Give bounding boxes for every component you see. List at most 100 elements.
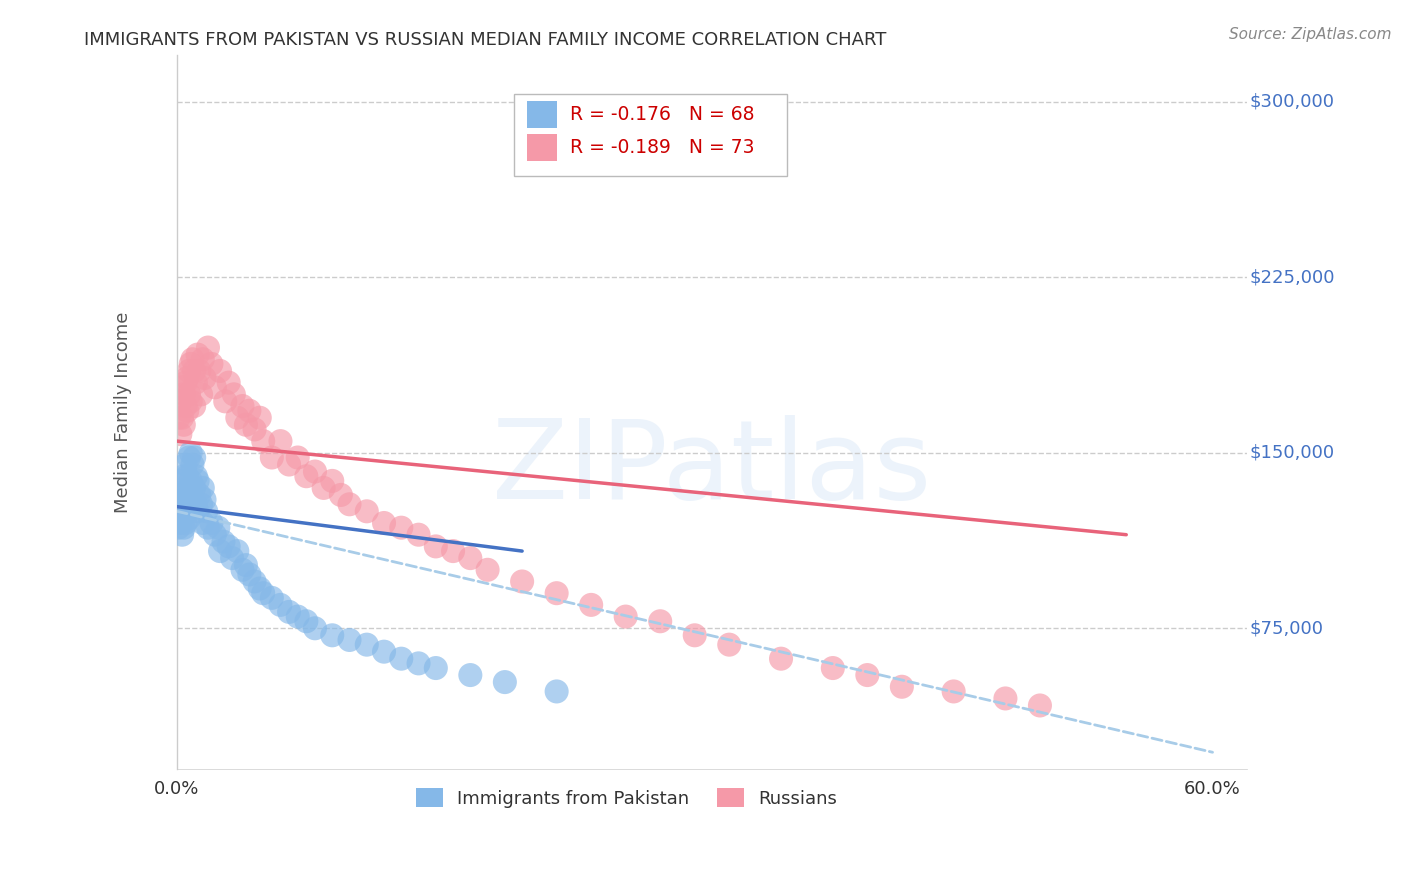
Point	[180, 446, 202, 460]
Point	[173, 492, 195, 507]
Point	[181, 352, 204, 367]
Point	[226, 544, 249, 558]
Point	[579, 598, 602, 612]
Point	[226, 410, 249, 425]
Point	[389, 521, 412, 535]
Text: $225,000: $225,000	[1249, 268, 1334, 286]
Point	[235, 417, 257, 432]
Point	[180, 497, 202, 511]
Point	[193, 371, 215, 385]
Point	[172, 474, 194, 488]
Point	[339, 497, 361, 511]
Point	[510, 574, 533, 589]
Point	[650, 118, 672, 132]
Point	[181, 458, 204, 472]
Point	[260, 450, 283, 465]
Point	[221, 551, 243, 566]
Point	[252, 434, 274, 449]
Point	[200, 357, 222, 371]
Point	[373, 645, 395, 659]
Point	[222, 387, 245, 401]
Point	[183, 481, 205, 495]
Point	[243, 422, 266, 436]
Point	[339, 632, 361, 647]
Point	[173, 387, 195, 401]
Point	[174, 516, 197, 530]
Point	[187, 474, 209, 488]
Point	[238, 567, 260, 582]
Point	[683, 130, 706, 145]
Point	[460, 668, 482, 682]
FancyBboxPatch shape	[527, 135, 557, 161]
Point	[269, 598, 291, 612]
Point	[176, 488, 198, 502]
Point	[218, 376, 240, 390]
Point	[193, 492, 215, 507]
Point	[329, 488, 352, 502]
Text: $300,000: $300,000	[1249, 93, 1334, 111]
Text: Source: ZipAtlas.com: Source: ZipAtlas.com	[1229, 27, 1392, 42]
Point	[191, 516, 214, 530]
Point	[169, 516, 191, 530]
Point	[821, 661, 844, 675]
Point	[304, 621, 326, 635]
Point	[183, 364, 205, 378]
Point	[209, 544, 232, 558]
Point	[177, 364, 200, 378]
Text: $150,000: $150,000	[1249, 444, 1334, 462]
Point	[295, 469, 318, 483]
Point	[200, 516, 222, 530]
Point	[243, 574, 266, 589]
Point	[260, 591, 283, 605]
Point	[172, 410, 194, 425]
Point	[356, 504, 378, 518]
Point	[172, 527, 194, 541]
Point	[408, 657, 430, 671]
Point	[477, 563, 499, 577]
Point	[207, 521, 229, 535]
Point	[546, 586, 568, 600]
Point	[770, 651, 793, 665]
Point	[197, 341, 219, 355]
Point	[287, 609, 309, 624]
Point	[389, 651, 412, 665]
Point	[204, 380, 226, 394]
Point	[214, 394, 236, 409]
Point	[167, 410, 190, 425]
Text: ZIPatlas: ZIPatlas	[492, 416, 932, 523]
Point	[187, 504, 209, 518]
Point	[231, 399, 253, 413]
Point	[176, 371, 198, 385]
FancyBboxPatch shape	[515, 95, 787, 177]
Point	[169, 427, 191, 442]
Point	[184, 376, 207, 390]
Point	[278, 605, 301, 619]
Point	[650, 614, 672, 628]
Point	[249, 410, 271, 425]
Point	[212, 534, 235, 549]
Point	[169, 497, 191, 511]
Point	[167, 521, 190, 535]
Point	[176, 403, 198, 417]
Point	[167, 504, 190, 518]
Point	[197, 521, 219, 535]
Point	[460, 551, 482, 566]
Point	[181, 492, 204, 507]
Point	[231, 563, 253, 577]
Point	[174, 399, 197, 413]
Point	[172, 380, 194, 394]
Point	[614, 609, 637, 624]
Point	[191, 481, 214, 495]
Point	[218, 540, 240, 554]
Point	[184, 469, 207, 483]
Text: R = -0.189   N = 73: R = -0.189 N = 73	[569, 138, 754, 157]
Text: $75,000: $75,000	[1249, 619, 1323, 637]
Point	[295, 614, 318, 628]
Point	[373, 516, 395, 530]
Point	[494, 675, 516, 690]
Point	[204, 527, 226, 541]
Point	[252, 586, 274, 600]
Point	[304, 465, 326, 479]
Point	[1029, 698, 1052, 713]
Point	[188, 364, 211, 378]
